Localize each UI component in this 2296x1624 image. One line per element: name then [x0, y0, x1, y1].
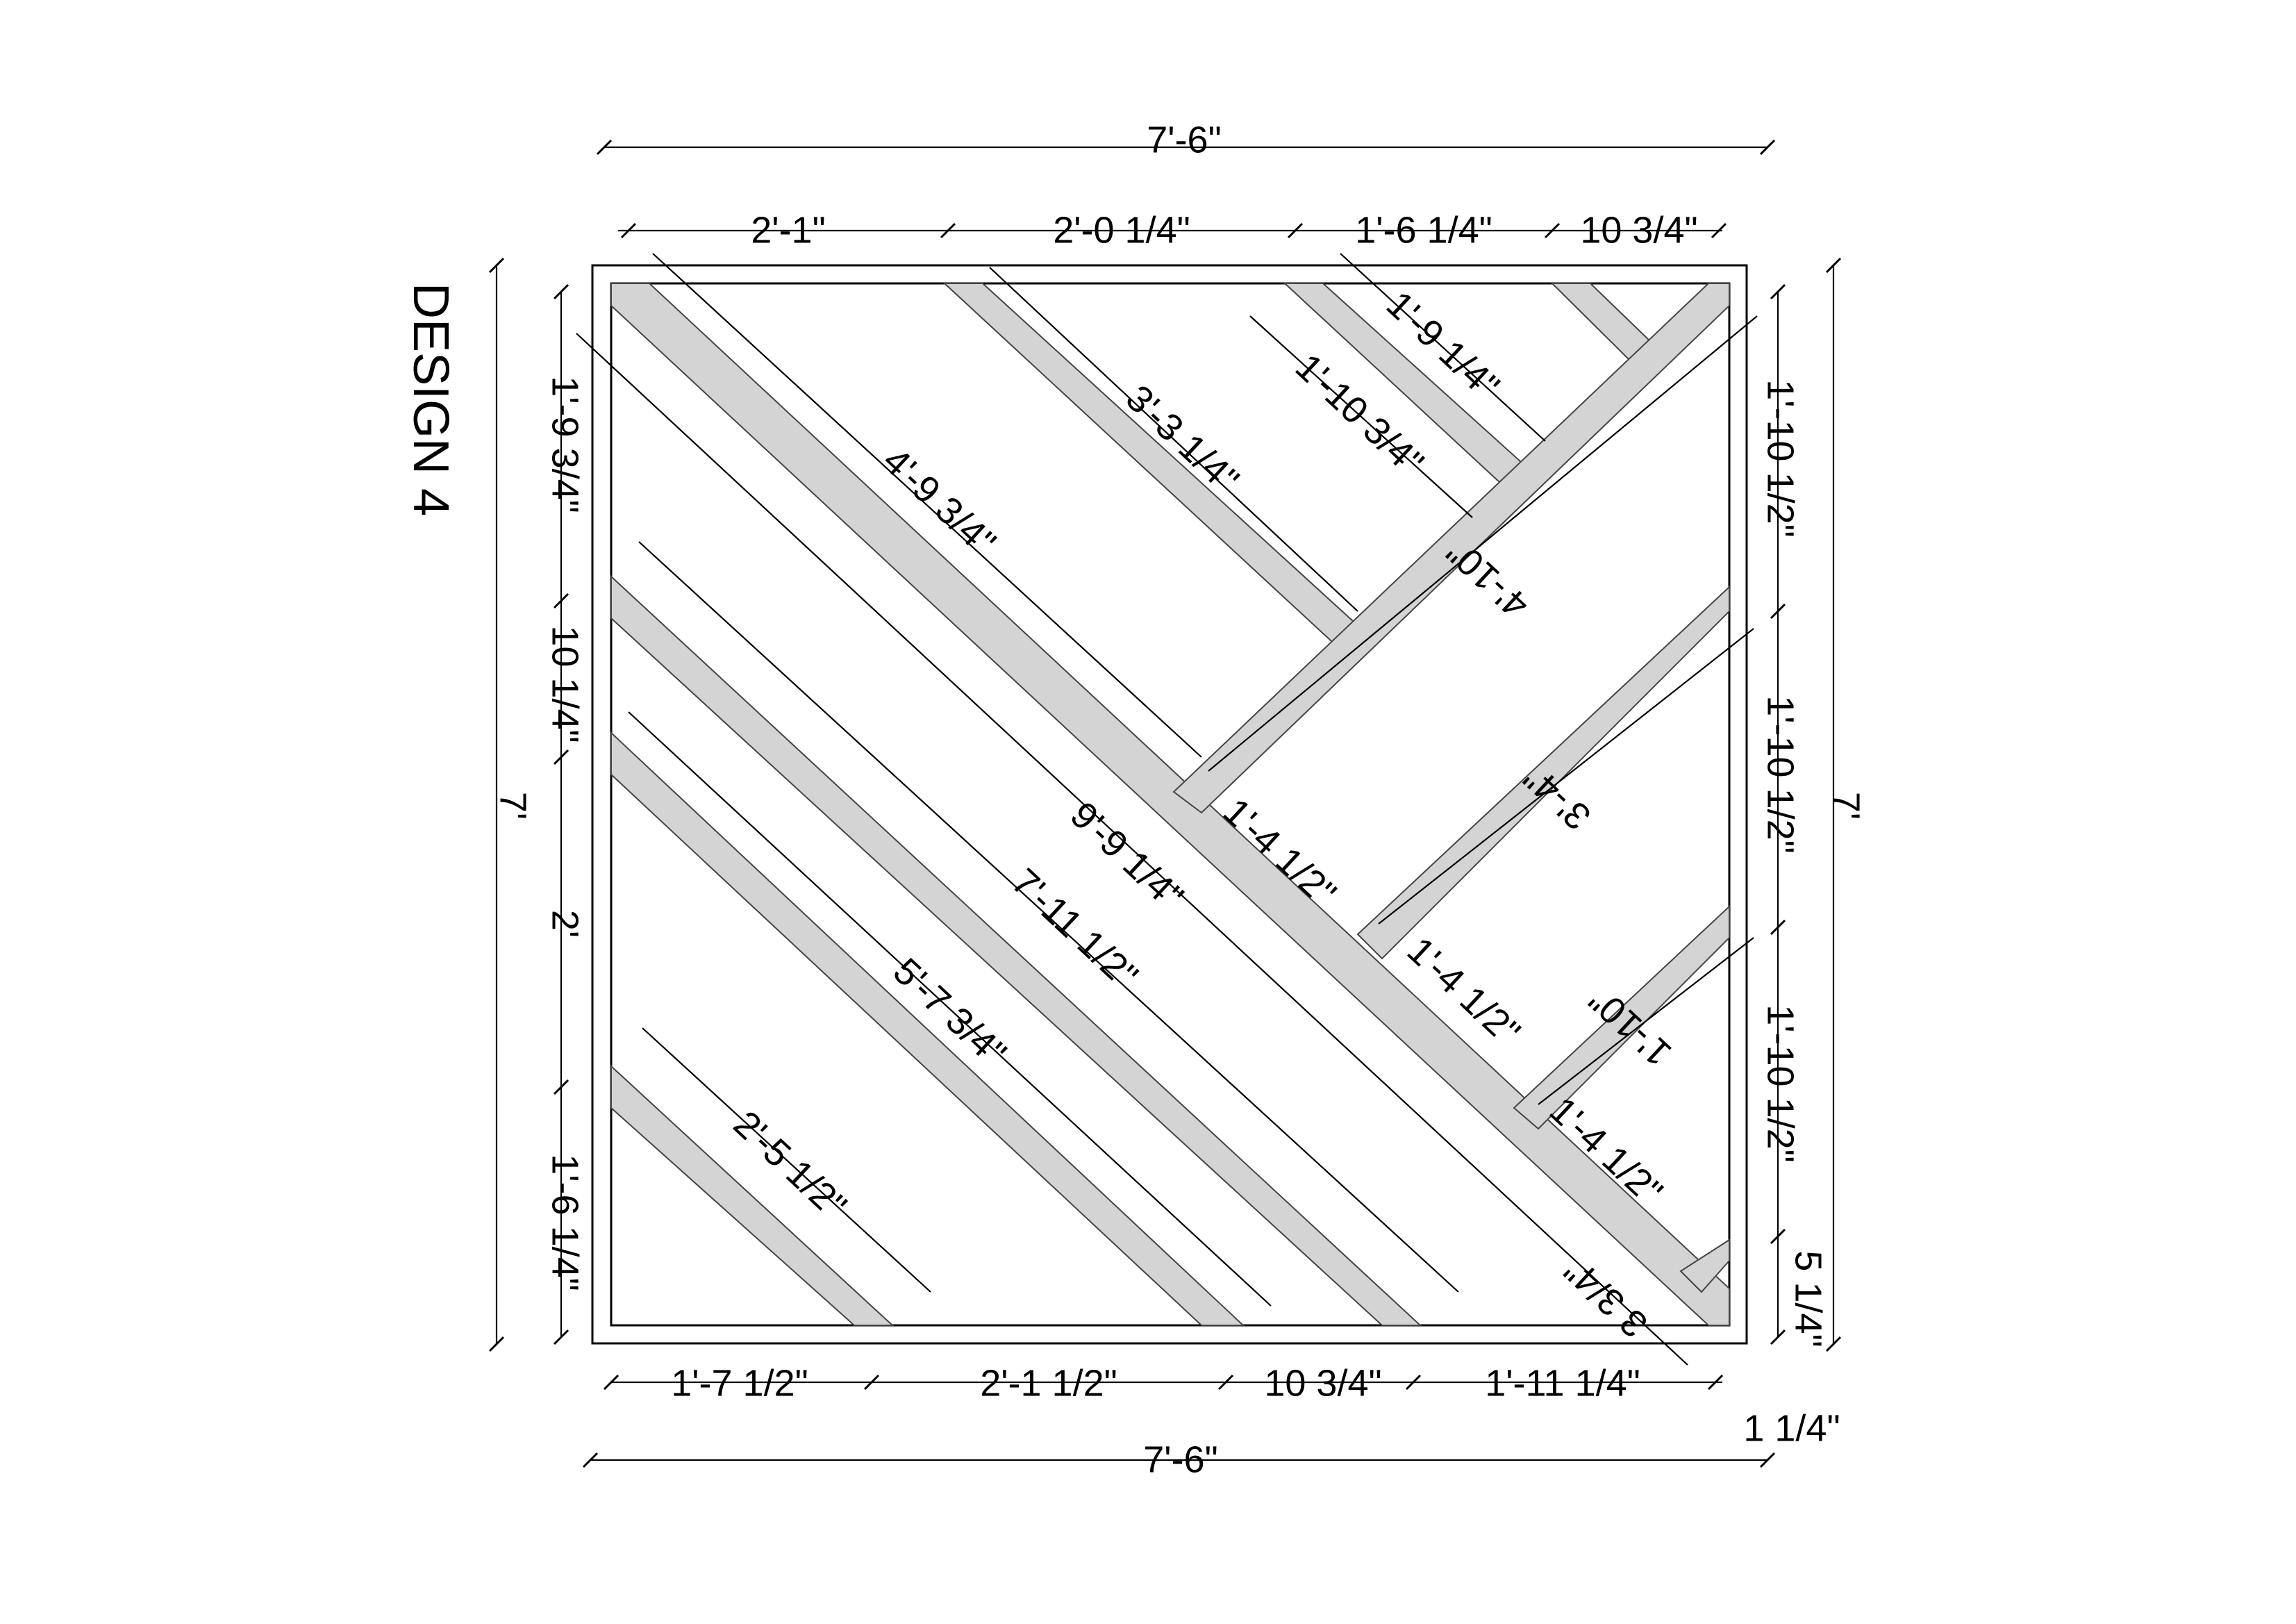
top-segment-4: 10 3/4": [1580, 209, 1697, 251]
outer-frame: [591, 264, 1748, 1345]
strip-length-dimension-lines: [576, 253, 1758, 1366]
bottom-segment-4: 1'-11 1/4": [1485, 1362, 1640, 1404]
bottom-segment-dimensions: 1'-7 1/2" 2'-1 1/2" 10 3/4" 1'-11 1/4" 1…: [603, 1362, 1840, 1449]
cross-long-strip: [1172, 283, 1730, 814]
top-segment-2: 2'-0 1/4": [1053, 209, 1190, 251]
lower-strip-2: [610, 731, 1245, 1326]
overall-dimensions: 7'-6" 7'-6" 7' 7': [488, 119, 1867, 1480]
bottom-segment-5: 1 1/4": [1743, 1407, 1840, 1449]
bottom-segment-3: 10 3/4": [1264, 1362, 1381, 1404]
top-segment-3: 1'-6 1/4": [1355, 209, 1492, 251]
overall-width-bottom: 7'-6": [1143, 1439, 1218, 1480]
overall-width-top: 7'-6": [1147, 119, 1222, 160]
right-segment-1: 1'-10 1/2": [1760, 379, 1802, 538]
label-corner: 3 3/4": [1556, 1249, 1656, 1345]
right-segment-dimensions: 1'-10 1/2" 1'-10 1/2" 1'-10 1/2" 5 1/4": [1760, 283, 1829, 1348]
left-segment-dimensions: 1'-9 3/4" 10 1/4" 2' 1'-6 1/4": [544, 283, 586, 1345]
cross-strips: [1172, 283, 1730, 1293]
left-segment-1: 1'-9 3/4": [544, 376, 586, 513]
right-strip-1: [1356, 585, 1730, 960]
bottom-segment-1: 1'-7 1/2": [671, 1362, 808, 1404]
left-segment-3: 2': [544, 910, 586, 938]
bottom-segment-2: 2'-1 1/2": [980, 1362, 1117, 1404]
main-diagonal-strip: [610, 283, 1730, 1326]
design-title: DESIGN 4: [403, 283, 458, 516]
left-segment-2: 10 1/4": [544, 625, 586, 743]
left-segment-4: 1'-6 1/4": [544, 1154, 586, 1291]
upper-strip-1: [942, 283, 1363, 651]
corner-strip: [1679, 1238, 1730, 1293]
lower-strip-1: [610, 574, 1422, 1326]
overall-height-left: 7': [492, 792, 534, 820]
right-segment-2: 1'-10 1/2": [1760, 695, 1802, 854]
diagonal-strips: [610, 283, 1730, 1326]
right-segment-3: 1'-10 1/2": [1760, 1004, 1802, 1163]
top-segment-dimensions: 2'-1" 2'-0 1/4" 1'-6 1/4" 10 3/4": [618, 209, 1727, 251]
lower-strip-3: [610, 1064, 895, 1326]
inner-frame: [610, 282, 1731, 1327]
overall-height-right: 7': [1826, 792, 1867, 820]
right-segment-4: 5 1/4": [1788, 1250, 1829, 1347]
right-strip-2: [1513, 904, 1730, 1130]
top-segment-1: 2'-1": [751, 209, 826, 251]
